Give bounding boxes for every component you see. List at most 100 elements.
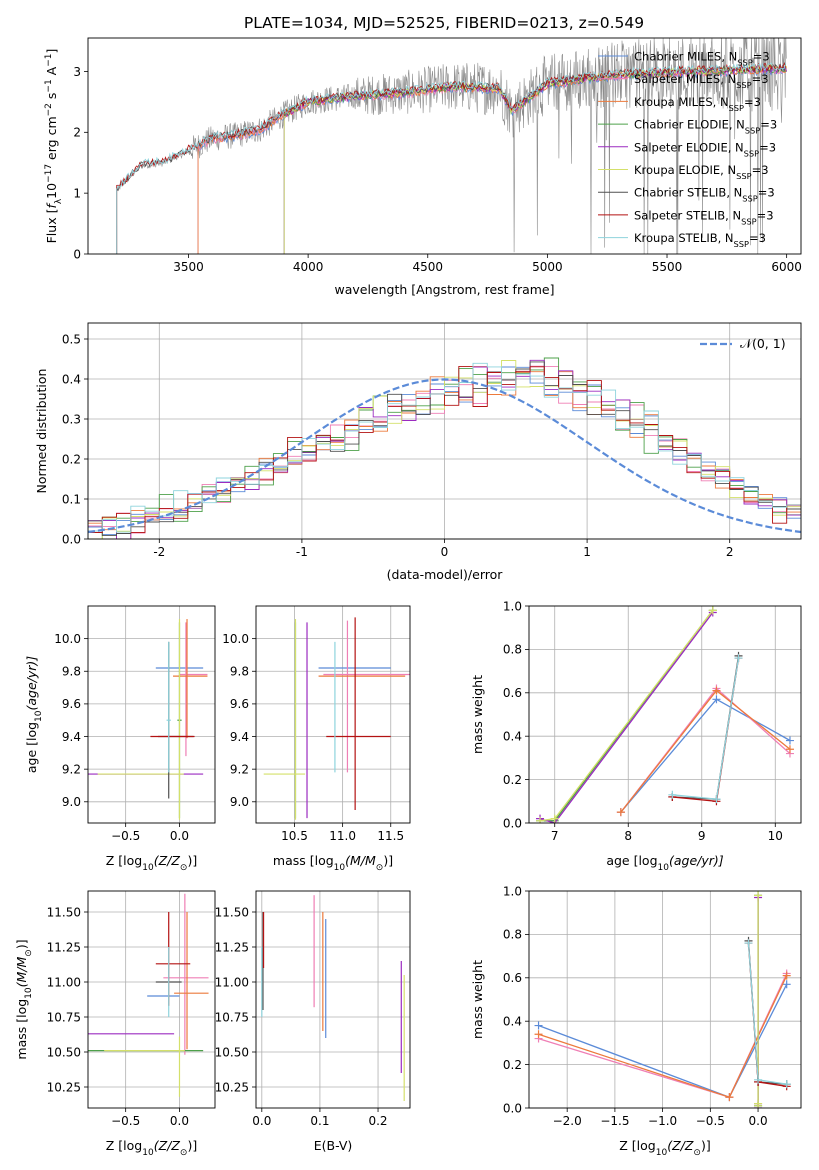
errorbar-kroupa-stelib (166, 641, 171, 773)
y-tick-label: 10.25 (47, 1080, 81, 1094)
x-tick-label: 0.0 (749, 1114, 768, 1128)
spectrum-plot-area (116, 38, 787, 254)
spectrum-panel: 3500 4000 4500 5000 5500 6000 0 1 2 3 wavelength [… (44, 37, 802, 297)
y-tick-label: 10.75 (215, 1010, 249, 1024)
x-tick-label: 0.0 (170, 1114, 189, 1128)
y-axis-label-part: erg cm (44, 116, 59, 164)
y-tick-label: 0.4 (62, 372, 81, 386)
weight-point-marker (550, 814, 559, 823)
y-axis-label-part: Flux [ (44, 209, 59, 244)
weight-line (539, 609, 714, 822)
legend-entry-part: =3 (758, 186, 775, 200)
weight-point-marker (782, 980, 791, 989)
legend-entry-part: SSP (729, 103, 744, 113)
legend-entry-part: =3 (749, 231, 766, 245)
weight-series-kroupa-miles (616, 686, 794, 817)
x-axis-label-part: Z [log (106, 1138, 142, 1153)
y-tick-label: 0.5 (62, 332, 81, 346)
x-tick-label: 11.0 (329, 829, 356, 843)
y-axis-label-part: age [log (24, 722, 39, 773)
y-tick-label: 9.0 (62, 795, 81, 809)
weight-series-chabrier-elodie (536, 606, 717, 823)
y-tick-label: 11.00 (47, 975, 81, 989)
legend-entry-part: Salpeter ELODIE, N (634, 140, 744, 154)
weight-series-kroupa-stelib (668, 654, 743, 804)
weight-point-marker (782, 1080, 791, 1089)
x-tick-label: 0.2 (368, 1114, 387, 1128)
y-axis-label-part: ⊙ (24, 949, 34, 957)
y-tick-label: 0.0 (503, 816, 522, 830)
x-axis-label-part: ⊙ (180, 1148, 188, 1158)
errorbar-kroupa-miles (174, 912, 209, 1050)
x-tick-label: 7 (551, 829, 559, 843)
y-axis-label: Normed distribution (34, 369, 49, 494)
y-axis-label-part: ] (44, 49, 59, 54)
weight-line (540, 609, 714, 822)
mass-age-plot-area (263, 617, 410, 820)
y-tick-label: 9.8 (230, 665, 249, 679)
x-tick-label: 6000 (771, 260, 802, 274)
x-tick-label: −0.5 (111, 1114, 140, 1128)
legend-entry-part: =3 (757, 208, 774, 222)
y-axis-label-part: 10 (34, 710, 44, 722)
y-axis-label-part: −1 (44, 79, 54, 92)
x-axis-label-part: mass [log (273, 853, 334, 868)
legend-entry-part: Salpeter STELIB, N (634, 208, 741, 222)
y-tick-label: 9.2 (230, 762, 249, 776)
weight-point-marker (712, 695, 721, 704)
y-axis-label-part: −17 (44, 164, 54, 183)
Z-weight-plot-area (534, 891, 791, 1108)
y-axis-label-part: mass [log (14, 999, 29, 1060)
legend-entry: Chabrier MILES, NSSP=3 (634, 50, 770, 68)
Z-mass-plot-area (88, 893, 209, 1097)
x-axis-label: Z [log10(Z/Z⊙)] (106, 1138, 197, 1158)
weight-series-kroupa-stelib (744, 939, 791, 1089)
weight-point-marker (712, 686, 721, 695)
weight-point-marker (734, 654, 743, 663)
figure-title: PLATE=1034, MJD=52525, FIBERID=0213, z=0… (244, 14, 644, 32)
weight-series-salpeter-stelib (668, 654, 743, 806)
y-axis-label: age [log10(age/yr)] (24, 656, 44, 773)
legend-entry-part: Kroupa ELODIE, N (634, 163, 736, 177)
legend-entry-part: SSP (742, 194, 757, 204)
x-axis-label-part: 10 (142, 863, 154, 873)
errorbar-salpeter-stelib (326, 617, 391, 810)
y-tick-label: 9.8 (62, 665, 81, 679)
y-tick-label: 11.00 (215, 975, 249, 989)
legend-entry-part: Chabrier ELODIE, N (634, 118, 745, 132)
y-tick-label: 0.0 (503, 1101, 522, 1115)
y-axis-label: mass weight (470, 960, 485, 1039)
x-tick-label: 10.5 (281, 829, 308, 843)
legend-entry-part: Kroupa STELIB, N (634, 231, 734, 245)
legend-entry-part: Salpeter MILES, N (634, 72, 736, 86)
age-weight-plot-area (536, 606, 794, 823)
axes-frame (255, 605, 411, 824)
x-tick-label: −1.5 (600, 1114, 629, 1128)
legend-entry-part: SSP (745, 126, 760, 136)
weight-line (620, 689, 791, 813)
y-axis-label-part: −1 (44, 53, 54, 66)
weight-point-marker (754, 1075, 763, 1084)
histogram-kroupa-stelib (88, 362, 801, 539)
weight-point-marker (712, 795, 721, 804)
y-tick-label: 1 (73, 186, 81, 200)
Z-age-plot-area (88, 619, 208, 820)
x-axis-label: mass [log10(M/M⊙)] (273, 853, 393, 873)
x-axis-label-part: Z [log (619, 1138, 655, 1153)
y-tick-label: 11.25 (47, 940, 81, 954)
x-tick-label: 2 (726, 545, 734, 559)
y-tick-label: 10.50 (47, 1045, 81, 1059)
x-axis-label-part: 10 (658, 863, 670, 873)
y-axis-label-part: f (44, 203, 59, 209)
y-tick-label: 0.3 (62, 412, 81, 426)
weight-point-marker (534, 1030, 543, 1039)
y-tick-label: 0 (73, 247, 81, 261)
x-axis-label-part: )] (701, 1138, 711, 1153)
y-tick-label: 9.0 (230, 795, 249, 809)
axes-frame (87, 37, 802, 255)
y-tick-label: 10.25 (215, 1080, 249, 1094)
errorbar-salpeter-miles (179, 622, 208, 757)
errorbar-salpeter-miles (163, 893, 209, 1055)
legend-entry-part: =3 (744, 95, 761, 109)
weight-point-marker (744, 939, 753, 948)
